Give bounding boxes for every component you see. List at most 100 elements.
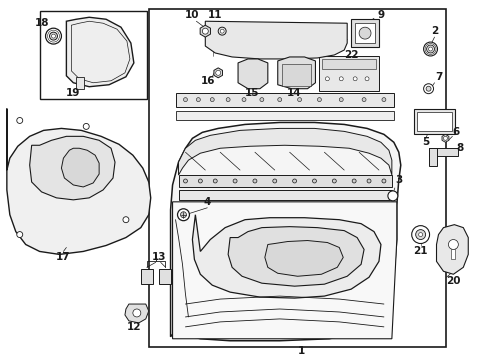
Circle shape [196, 98, 200, 102]
Bar [40, 11, 147, 99]
Bar [429, 148, 437, 166]
Polygon shape [7, 109, 151, 255]
Circle shape [210, 98, 214, 102]
Text: 21: 21 [414, 247, 428, 256]
Polygon shape [125, 304, 149, 323]
Bar [319, 56, 379, 91]
Polygon shape [437, 225, 468, 274]
Text: 9: 9 [377, 10, 385, 20]
Circle shape [362, 98, 366, 102]
Polygon shape [238, 59, 268, 89]
Circle shape [429, 47, 433, 51]
Bar [355, 23, 375, 43]
Polygon shape [200, 25, 211, 37]
Polygon shape [141, 269, 153, 284]
Text: 12: 12 [126, 322, 141, 332]
Circle shape [242, 98, 246, 102]
Circle shape [180, 212, 187, 218]
Polygon shape [442, 134, 449, 142]
Circle shape [448, 239, 458, 249]
Circle shape [388, 191, 398, 201]
Text: 4: 4 [204, 197, 211, 207]
Circle shape [426, 86, 431, 91]
Text: 11: 11 [208, 10, 222, 20]
Text: 1: 1 [298, 346, 305, 356]
Bar [149, 9, 446, 347]
Circle shape [17, 231, 23, 238]
Circle shape [382, 98, 386, 102]
Circle shape [253, 179, 257, 183]
Circle shape [213, 179, 217, 183]
Text: 5: 5 [422, 137, 429, 147]
Text: 17: 17 [56, 252, 71, 262]
Circle shape [412, 226, 430, 243]
Text: 18: 18 [34, 18, 49, 28]
Circle shape [359, 27, 371, 39]
Polygon shape [159, 269, 171, 284]
Circle shape [416, 230, 426, 239]
Circle shape [198, 179, 202, 183]
Circle shape [183, 98, 188, 102]
Text: 7: 7 [435, 72, 442, 82]
Circle shape [83, 123, 89, 129]
Circle shape [339, 77, 343, 81]
Polygon shape [214, 68, 222, 78]
Circle shape [332, 179, 336, 183]
Bar [322, 59, 376, 69]
Circle shape [133, 309, 141, 317]
Circle shape [278, 98, 282, 102]
Text: 16: 16 [201, 76, 216, 86]
Circle shape [443, 136, 447, 140]
Polygon shape [193, 215, 381, 298]
Circle shape [382, 179, 386, 183]
Polygon shape [172, 202, 397, 339]
Text: 10: 10 [185, 10, 199, 20]
Circle shape [183, 179, 188, 183]
Text: 15: 15 [245, 88, 259, 98]
Circle shape [318, 98, 321, 102]
Circle shape [51, 34, 55, 38]
Circle shape [218, 27, 226, 35]
Circle shape [325, 77, 329, 81]
Circle shape [424, 84, 434, 94]
Circle shape [216, 70, 220, 75]
Bar [414, 109, 455, 134]
Circle shape [202, 28, 208, 34]
Circle shape [293, 179, 296, 183]
Bar [76, 77, 84, 89]
Polygon shape [278, 57, 316, 89]
Polygon shape [66, 17, 134, 87]
Polygon shape [61, 148, 99, 187]
Circle shape [233, 179, 237, 183]
Circle shape [367, 179, 371, 183]
Text: 19: 19 [66, 88, 80, 98]
Polygon shape [178, 129, 392, 175]
Circle shape [427, 45, 435, 53]
Bar [178, 175, 392, 187]
Circle shape [260, 98, 264, 102]
Circle shape [352, 179, 356, 183]
Circle shape [123, 217, 129, 223]
Circle shape [297, 98, 301, 102]
Polygon shape [451, 249, 455, 260]
Circle shape [339, 98, 343, 102]
Circle shape [353, 77, 357, 81]
Circle shape [49, 32, 57, 40]
Bar [416, 112, 452, 131]
Text: 8: 8 [457, 143, 464, 153]
Polygon shape [30, 136, 115, 200]
Text: 20: 20 [446, 276, 461, 286]
Bar [429, 148, 458, 156]
Polygon shape [228, 227, 364, 286]
Text: 2: 2 [431, 26, 438, 36]
Circle shape [46, 28, 61, 44]
Bar [175, 111, 394, 121]
Circle shape [226, 98, 230, 102]
Circle shape [313, 179, 317, 183]
Circle shape [418, 233, 422, 237]
Bar [282, 64, 312, 86]
Polygon shape [265, 240, 343, 276]
Polygon shape [171, 122, 401, 341]
Text: 22: 22 [344, 50, 358, 60]
Bar [178, 190, 392, 200]
